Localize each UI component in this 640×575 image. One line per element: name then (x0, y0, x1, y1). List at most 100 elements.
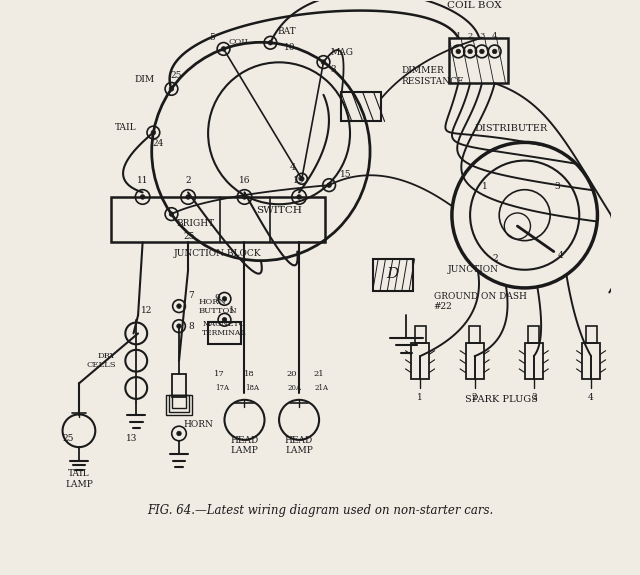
Text: MAGNETO
TERMINAL: MAGNETO TERMINAL (202, 320, 246, 338)
Text: 1: 1 (456, 32, 461, 40)
Text: 18: 18 (244, 370, 255, 378)
Bar (525, 343, 543, 379)
Bar (411, 343, 429, 379)
Bar (208, 321, 241, 344)
Bar (341, 93, 381, 121)
Circle shape (300, 177, 304, 181)
Text: 25: 25 (184, 232, 195, 242)
Bar (469, 326, 480, 343)
Bar (111, 197, 324, 243)
Text: SWITCH: SWITCH (256, 206, 302, 215)
Text: D: D (387, 267, 399, 281)
Text: 19: 19 (293, 176, 305, 185)
Circle shape (177, 304, 181, 308)
Text: JUNCTION: JUNCTION (447, 265, 499, 274)
Text: COIL BOX: COIL BOX (447, 1, 502, 10)
Text: COIL: COIL (228, 37, 250, 45)
Text: TAIL
LAMP: TAIL LAMP (65, 469, 93, 489)
Bar (372, 259, 413, 291)
Text: BAT: BAT (278, 28, 296, 36)
Circle shape (222, 317, 227, 322)
Text: MAG: MAG (331, 48, 354, 58)
Bar (586, 326, 596, 343)
Text: 15: 15 (340, 170, 351, 179)
Text: DISTRIBUTER: DISTRIBUTER (474, 124, 548, 133)
Text: 16: 16 (239, 176, 250, 185)
Text: GROUND ON DASH
#22: GROUND ON DASH #22 (434, 292, 527, 311)
Text: 21: 21 (314, 370, 324, 378)
Bar (449, 38, 508, 83)
Text: HORN
BUTTON: HORN BUTTON (199, 297, 238, 315)
Text: 1: 1 (417, 393, 423, 401)
Text: 13: 13 (126, 434, 138, 443)
Bar (166, 395, 192, 415)
Circle shape (169, 87, 173, 91)
Circle shape (327, 183, 332, 187)
Circle shape (468, 49, 472, 53)
Text: 17A: 17A (215, 384, 228, 392)
Text: 1: 1 (229, 306, 235, 315)
Text: 4: 4 (289, 163, 296, 172)
Circle shape (186, 195, 190, 200)
Text: 3: 3 (555, 182, 560, 190)
Circle shape (492, 49, 497, 53)
Bar (415, 326, 426, 343)
Text: DIMMER
RESISTANCE: DIMMER RESISTANCE (402, 66, 465, 86)
Circle shape (221, 47, 226, 51)
Circle shape (297, 195, 301, 200)
Text: 1: 1 (482, 182, 488, 190)
Text: 25: 25 (63, 434, 74, 443)
Text: 4: 4 (588, 393, 594, 401)
Text: 20: 20 (287, 370, 297, 378)
Text: 3: 3 (331, 65, 337, 74)
Circle shape (222, 297, 227, 301)
Text: BRIGHT: BRIGHT (176, 218, 214, 228)
Bar (528, 326, 540, 343)
Circle shape (456, 49, 461, 53)
Text: 11: 11 (137, 176, 148, 185)
Circle shape (140, 195, 145, 200)
Text: TAIL: TAIL (115, 124, 137, 132)
Circle shape (321, 60, 326, 64)
Circle shape (177, 431, 181, 436)
Circle shape (479, 49, 484, 53)
Bar (582, 343, 600, 379)
Bar (465, 343, 484, 379)
Text: DIM: DIM (135, 75, 155, 85)
Text: SPARK PLUGS: SPARK PLUGS (465, 396, 538, 404)
Text: 25: 25 (170, 71, 182, 80)
Circle shape (177, 324, 181, 328)
Text: 21A: 21A (315, 384, 329, 392)
Text: 2: 2 (186, 176, 191, 185)
Text: 20A: 20A (287, 384, 301, 392)
Circle shape (268, 40, 273, 45)
Text: DRY
CELLS: DRY CELLS (86, 352, 116, 369)
Text: 17: 17 (214, 370, 225, 378)
Text: 7: 7 (188, 291, 194, 300)
Text: JUNCTION BLOCK: JUNCTION BLOCK (173, 249, 261, 258)
Text: 2: 2 (493, 254, 499, 263)
Text: 3: 3 (531, 393, 536, 401)
Circle shape (151, 131, 156, 135)
Text: 2: 2 (472, 393, 477, 401)
Text: 18A: 18A (244, 384, 259, 392)
Text: 8: 8 (188, 321, 194, 331)
Text: 24: 24 (152, 139, 164, 148)
Text: HORN: HORN (184, 420, 213, 429)
Text: 4: 4 (492, 32, 497, 40)
Text: 9: 9 (214, 294, 220, 304)
Bar (172, 374, 186, 397)
Text: HEAD
LAMP: HEAD LAMP (285, 436, 313, 455)
Circle shape (242, 195, 247, 200)
Text: 3: 3 (479, 32, 484, 40)
Bar (169, 395, 189, 412)
Text: FIG. 64.—Latest wiring diagram used on non-starter cars.: FIG. 64.—Latest wiring diagram used on n… (147, 504, 493, 518)
Text: HEAD
LAMP: HEAD LAMP (230, 436, 259, 455)
Text: 10: 10 (284, 43, 296, 52)
Text: 4: 4 (558, 251, 564, 260)
Circle shape (169, 212, 173, 216)
Text: 2: 2 (467, 32, 473, 40)
Text: 12: 12 (141, 306, 152, 315)
Text: 5: 5 (210, 33, 216, 43)
Bar (172, 395, 186, 408)
